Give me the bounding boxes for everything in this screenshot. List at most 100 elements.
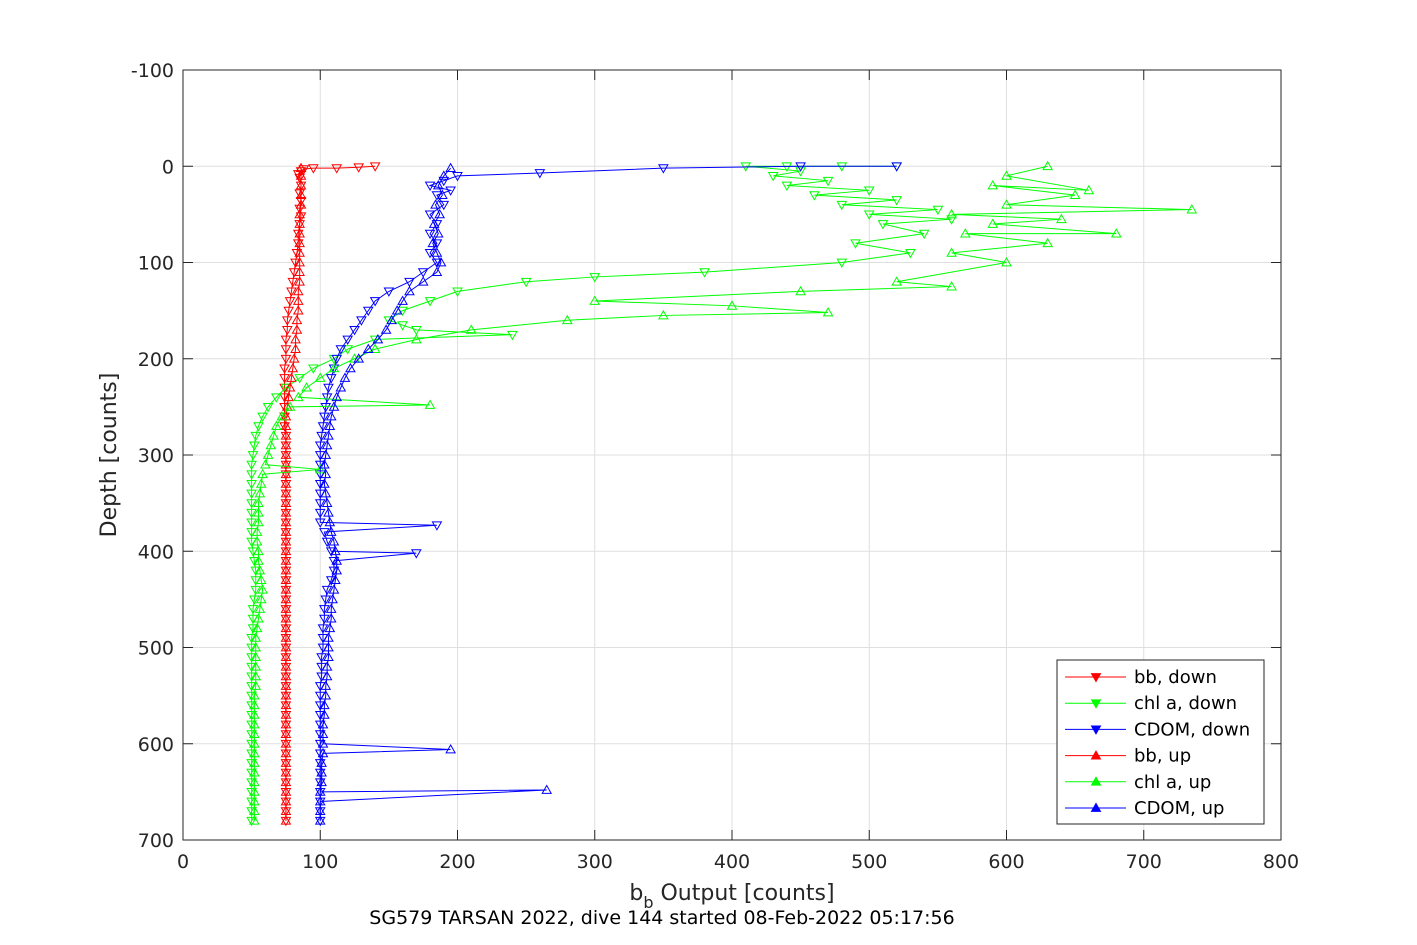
data-point	[891, 276, 903, 286]
data-point	[294, 276, 306, 286]
data-point	[431, 258, 443, 269]
data-point	[250, 670, 262, 681]
data-point	[314, 463, 326, 474]
data-point	[253, 555, 264, 565]
data-point	[286, 372, 297, 382]
data-point	[541, 784, 553, 794]
data-point	[314, 795, 326, 806]
data-point	[294, 208, 306, 219]
data-point	[438, 170, 450, 180]
data-point	[280, 555, 292, 565]
y-tick-label: 400	[138, 541, 174, 563]
data-point	[262, 449, 274, 459]
data-point	[1001, 199, 1012, 209]
data-point	[320, 468, 332, 479]
data-point	[822, 176, 834, 187]
data-point	[279, 374, 290, 384]
data-point	[283, 306, 295, 317]
data-point	[369, 297, 381, 307]
legend-entry: CDOM, down	[1065, 719, 1250, 740]
data-point	[658, 164, 669, 174]
data-point	[250, 566, 262, 577]
data-point	[1083, 184, 1095, 195]
x-axis-label: bb Output [counts]	[629, 881, 834, 912]
data-point	[1056, 213, 1067, 224]
data-point	[295, 199, 307, 209]
data-point	[295, 170, 307, 180]
data-point	[932, 205, 944, 216]
data-point	[329, 574, 341, 584]
data-point	[280, 439, 292, 450]
data-point	[324, 420, 336, 430]
data-point	[320, 487, 332, 498]
data-point	[314, 372, 326, 382]
series-chl-a-up	[249, 160, 1198, 825]
data-point	[247, 624, 259, 634]
data-point	[383, 287, 395, 297]
data-point	[246, 518, 257, 528]
data-point	[280, 718, 292, 729]
data-point	[319, 614, 330, 625]
data-point	[280, 661, 292, 671]
legend: bb, down chl a, down CDOM, down bb, up chl a…	[1056, 659, 1265, 825]
x-tick-label: 400	[714, 851, 750, 873]
data-point	[320, 595, 332, 605]
data-point	[249, 441, 260, 451]
data-point	[280, 767, 292, 777]
data-point	[445, 186, 456, 196]
data-point	[255, 593, 267, 604]
data-point	[290, 258, 301, 269]
data-point	[431, 266, 443, 276]
data-point	[246, 662, 257, 673]
data-point	[317, 624, 329, 634]
data-point	[246, 489, 257, 500]
data-point	[327, 593, 338, 604]
x-tick-label: 800	[1263, 851, 1299, 873]
data-point	[987, 179, 999, 190]
data-point	[339, 372, 351, 382]
data-point	[323, 632, 334, 642]
data-point	[424, 297, 436, 307]
data-point	[250, 661, 262, 671]
legend-marker	[1090, 802, 1102, 812]
data-point	[324, 622, 336, 633]
data-point	[342, 345, 354, 355]
data-point	[431, 239, 443, 249]
data-point	[397, 321, 408, 331]
data-point	[317, 422, 329, 432]
data-point	[319, 459, 330, 469]
data-point	[362, 343, 374, 353]
data-point	[424, 210, 436, 220]
data-point	[317, 728, 329, 738]
data-point	[292, 239, 304, 249]
data-point	[877, 220, 889, 230]
data-point	[249, 595, 260, 605]
data-point	[314, 739, 326, 750]
data-point	[280, 345, 292, 355]
data-point	[314, 797, 326, 808]
data-point	[432, 179, 444, 190]
data-point	[246, 643, 257, 654]
data-point	[369, 162, 381, 172]
legend-label: bb, up	[1134, 746, 1191, 767]
data-point	[281, 316, 293, 326]
data-point	[349, 326, 360, 336]
data-point	[946, 215, 957, 225]
data-point	[437, 189, 448, 199]
data-point	[280, 622, 292, 633]
data-point	[253, 422, 264, 432]
data-point	[424, 181, 436, 192]
series-cdom-down	[314, 162, 903, 827]
data-point	[268, 430, 279, 440]
data-point	[279, 393, 290, 403]
data-point	[249, 699, 260, 710]
data-point	[294, 218, 306, 228]
data-point	[276, 410, 288, 421]
data-point	[372, 333, 384, 344]
data-point	[280, 536, 292, 546]
data-point	[424, 229, 436, 240]
data-point	[331, 555, 343, 565]
data-point	[320, 449, 332, 459]
figure-caption: SG579 TARSAN 2022, dive 144 started 08-F…	[369, 907, 954, 929]
